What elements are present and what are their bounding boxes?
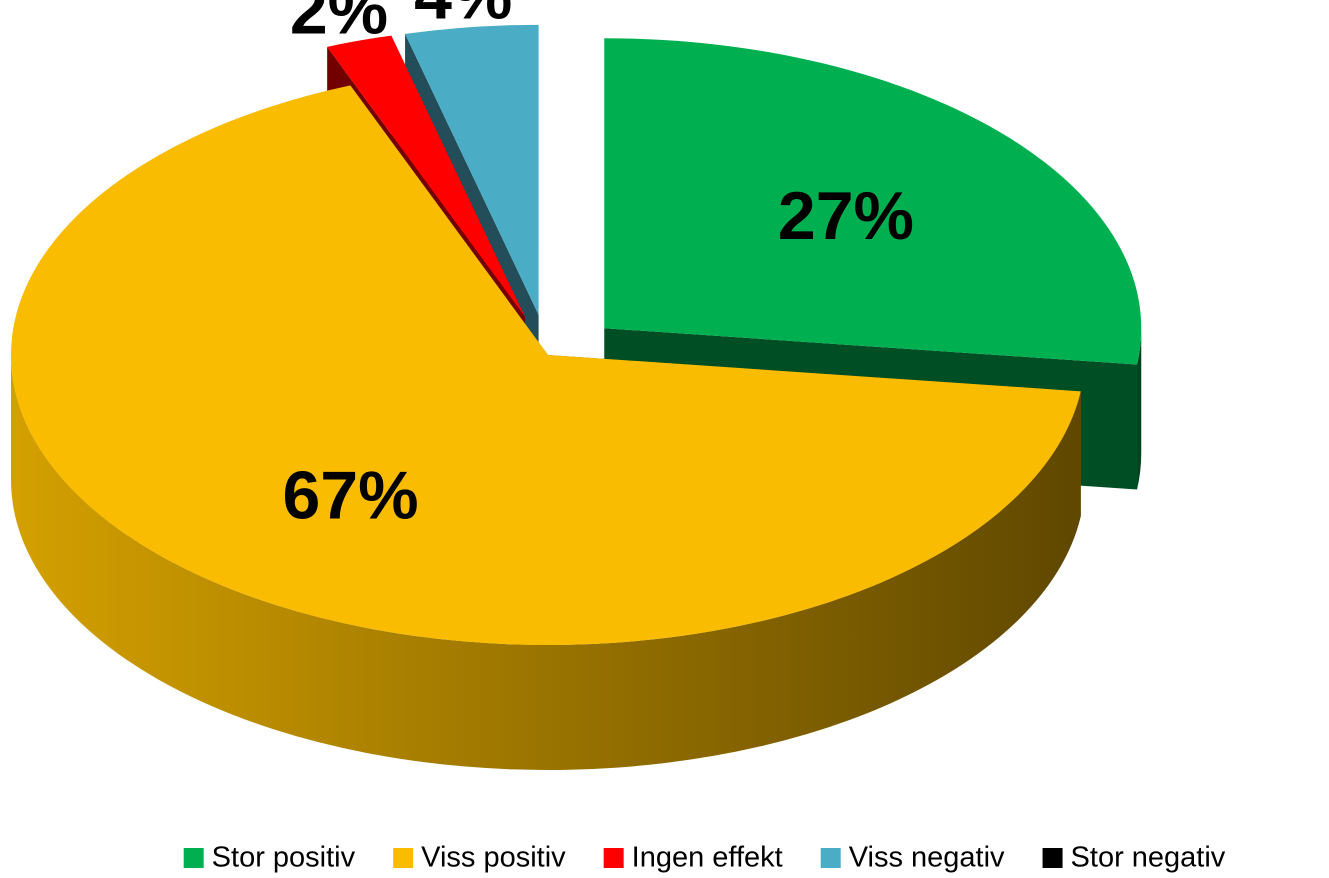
legend-swatch (820, 848, 841, 868)
value-label: 27% (778, 178, 914, 254)
legend-label: Viss negativ (849, 842, 1005, 874)
legend-swatch (393, 848, 414, 868)
value-label: 4% (414, 0, 512, 34)
slice (405, 24, 539, 315)
legend-swatch (603, 848, 624, 868)
value-label: 2% (290, 0, 388, 49)
legend-label: Viss positiv (421, 842, 566, 874)
slice (327, 35, 525, 317)
legend-swatch (1042, 848, 1063, 868)
legend-label: Ingen effekt (632, 842, 783, 874)
legend-label: Stor positiv (212, 842, 356, 874)
legend: Stor positiv Viss positiv Ingen effekt Viss… (183, 842, 1226, 874)
legend-swatch (183, 848, 204, 868)
slice-wall (1137, 328, 1142, 490)
pie (10, 24, 1142, 771)
value-label: 67% (282, 457, 418, 533)
slice-wall (11, 355, 1081, 771)
slice (604, 38, 1142, 365)
slice (10, 85, 1081, 646)
value-labels: 27% 67% 2% 4% (282, 0, 914, 533)
legend-label: Stor negativ (1071, 842, 1226, 874)
